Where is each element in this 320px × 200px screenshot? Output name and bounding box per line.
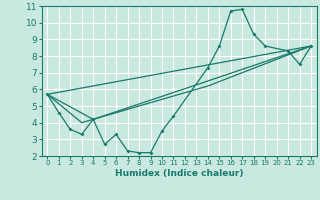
X-axis label: Humidex (Indice chaleur): Humidex (Indice chaleur) [115,169,244,178]
